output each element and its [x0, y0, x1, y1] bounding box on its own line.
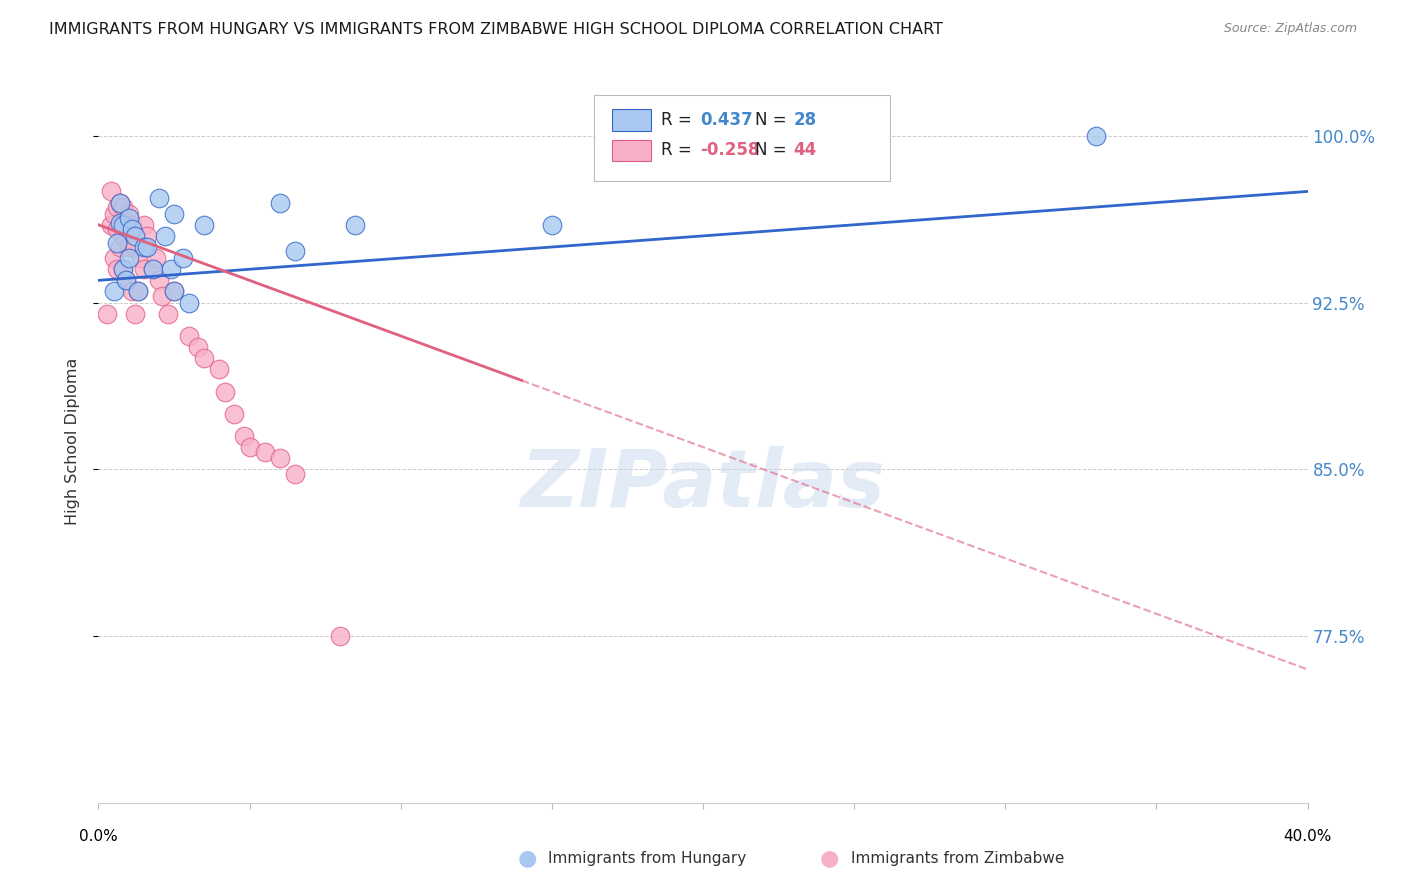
Text: 0.0%: 0.0% [79, 830, 118, 845]
Point [118, 251, 141, 265]
Point [132, 240, 155, 254]
Point [232, 429, 254, 443]
Text: R =: R = [661, 111, 697, 129]
Point [214, 384, 236, 399]
Point [103, 207, 125, 221]
Text: Immigrants from Hungary: Immigrants from Hungary [548, 851, 747, 865]
Point [239, 440, 262, 454]
Point [284, 467, 307, 481]
Point [103, 251, 125, 265]
Point [344, 218, 367, 232]
Text: Immigrants from Zimbabwe: Immigrants from Zimbabwe [851, 851, 1064, 865]
Point [108, 240, 131, 254]
Text: Source: ZipAtlas.com: Source: ZipAtlas.com [1223, 22, 1357, 36]
Point [114, 218, 136, 232]
Point [163, 207, 186, 221]
Point [269, 451, 291, 466]
Text: 44: 44 [793, 141, 817, 160]
Point [111, 228, 134, 243]
Point [121, 218, 143, 232]
Text: 40.0%: 40.0% [1284, 830, 1331, 845]
Point [224, 407, 246, 421]
Point [208, 362, 231, 376]
Point [108, 195, 131, 210]
Text: N =: N = [755, 111, 792, 129]
Point [103, 285, 125, 299]
Point [150, 289, 173, 303]
Point [142, 262, 165, 277]
Text: 0.437: 0.437 [700, 111, 754, 129]
Point [148, 273, 170, 287]
Point [108, 195, 131, 210]
Point [127, 285, 149, 299]
Point [100, 218, 122, 232]
Text: N =: N = [755, 141, 792, 160]
Point [111, 262, 134, 277]
Point [160, 262, 183, 277]
Point [132, 262, 155, 277]
Point [121, 222, 143, 236]
Point [1085, 128, 1108, 143]
Text: ZIPatlas: ZIPatlas [520, 446, 886, 524]
Point [118, 207, 141, 221]
Point [118, 211, 141, 226]
Y-axis label: High School Diploma: High School Diploma [65, 358, 80, 525]
Point [269, 195, 291, 210]
Point [179, 295, 201, 310]
Text: ●: ● [517, 848, 537, 868]
Text: IMMIGRANTS FROM HUNGARY VS IMMIGRANTS FROM ZIMBABWE HIGH SCHOOL DIPLOMA CORRELAT: IMMIGRANTS FROM HUNGARY VS IMMIGRANTS FR… [49, 22, 943, 37]
Point [121, 285, 143, 299]
Point [163, 285, 186, 299]
Point [284, 244, 307, 259]
Point [124, 240, 146, 254]
Text: 28: 28 [793, 111, 817, 129]
Point [135, 228, 157, 243]
Point [129, 251, 152, 265]
Point [105, 262, 128, 277]
Point [179, 329, 201, 343]
Point [187, 340, 209, 354]
Point [100, 185, 122, 199]
Point [163, 285, 186, 299]
Point [114, 273, 136, 287]
Point [145, 251, 167, 265]
Point [329, 629, 352, 643]
Point [105, 200, 128, 214]
Point [111, 200, 134, 214]
Point [118, 240, 141, 254]
Point [142, 262, 165, 277]
Point [111, 218, 134, 232]
Point [114, 273, 136, 287]
Point [156, 307, 179, 321]
Point [132, 218, 155, 232]
Point [135, 240, 157, 254]
Point [193, 351, 215, 366]
Point [111, 262, 134, 277]
Point [540, 218, 562, 232]
Text: -0.258: -0.258 [700, 141, 761, 160]
FancyBboxPatch shape [595, 95, 890, 181]
Point [124, 307, 146, 321]
Point [148, 191, 170, 205]
Point [153, 228, 176, 243]
Point [105, 235, 128, 250]
Point [108, 216, 131, 230]
Point [193, 218, 215, 232]
Text: ●: ● [820, 848, 839, 868]
Point [172, 251, 194, 265]
Text: R =: R = [661, 141, 697, 160]
Point [124, 228, 146, 243]
Point [127, 285, 149, 299]
Point [96, 307, 118, 321]
Point [253, 444, 276, 458]
FancyBboxPatch shape [613, 109, 651, 131]
FancyBboxPatch shape [613, 139, 651, 161]
Point [105, 222, 128, 236]
